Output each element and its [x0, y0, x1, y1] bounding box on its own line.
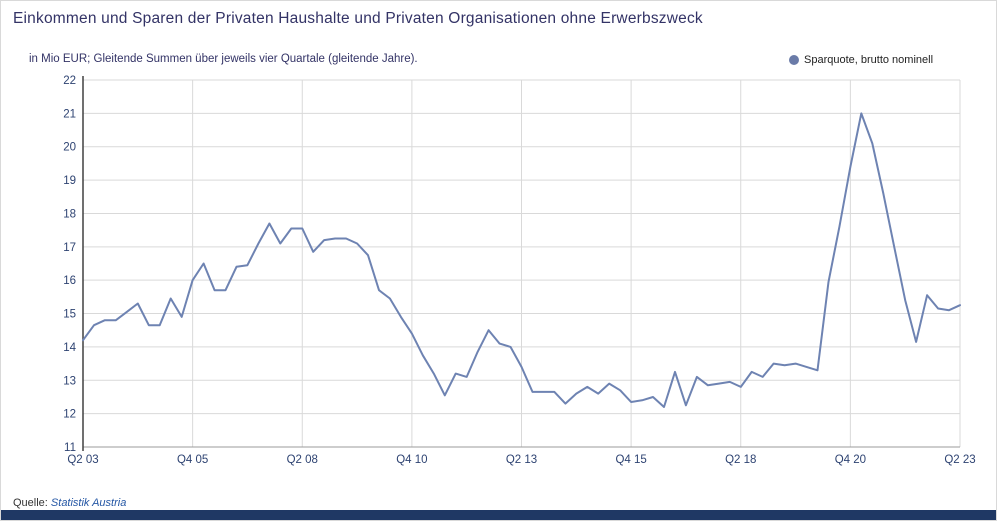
legend-circle-icon — [789, 55, 799, 65]
x-tick-label: Q4 15 — [615, 454, 646, 466]
legend-label: Sparquote, brutto nominell — [804, 54, 934, 66]
chart-subtitle: in Mio EUR; Gleitende Summen über jeweil… — [29, 53, 418, 65]
y-tick-label: 22 — [63, 75, 76, 87]
x-tick-label: Q2 13 — [506, 454, 537, 466]
source-link[interactable]: Statistik Austria — [50, 497, 127, 509]
y-tick-label: 19 — [63, 175, 76, 187]
line-chart-plot: 11 12 13 14 15 16 17 18 19 20 21 22 Q2 03 Q4 05 Q2 08 Q… — [63, 75, 975, 466]
x-tick-label: Q2 18 — [725, 454, 756, 466]
x-tick-label: Q4 20 — [835, 454, 866, 466]
y-tick-label: 15 — [63, 309, 76, 321]
y-tick-label: 16 — [63, 275, 76, 287]
source-note: Quelle: Statistik Austria — [13, 497, 126, 509]
legend-item[interactable]: Sparquote, brutto nominell — [789, 54, 933, 66]
y-tick-label: 18 — [63, 208, 76, 220]
y-tick-label: 14 — [63, 342, 76, 354]
x-tick-label: Q4 05 — [177, 454, 208, 466]
x-tick-label: Q4 10 — [396, 454, 427, 466]
x-tick-label: Q2 23 — [944, 454, 975, 466]
y-tick-label: 17 — [63, 242, 76, 254]
y-tick-label: 12 — [63, 409, 76, 421]
chart-title: Einkommen und Sparen der Privaten Hausha… — [13, 10, 703, 27]
footer-bar — [1, 510, 996, 520]
source-label: Quelle: — [13, 497, 48, 509]
y-tick-label: 13 — [63, 375, 76, 387]
x-tick-label: Q2 08 — [287, 454, 318, 466]
y-tick-label: 11 — [64, 442, 76, 454]
series-line-sparquote — [82, 112, 961, 408]
y-tick-label: 21 — [63, 108, 76, 120]
y-tick-label: 20 — [63, 142, 76, 154]
x-tick-label: Q2 03 — [67, 454, 98, 466]
